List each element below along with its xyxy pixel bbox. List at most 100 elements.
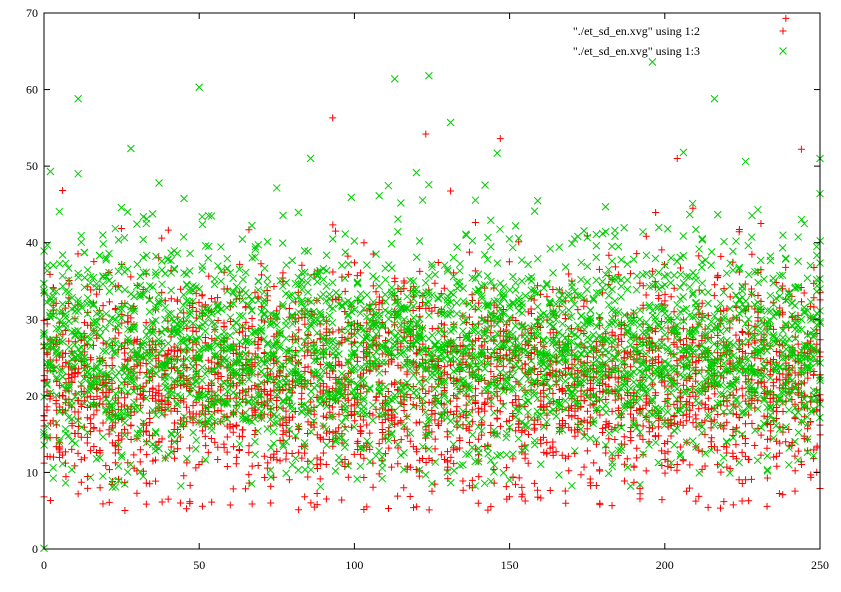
data-point [394,215,402,223]
data-point [391,278,399,286]
data-point [608,407,616,415]
data-point [143,451,151,459]
data-point [511,285,520,294]
data-point [182,280,191,289]
data-point [388,414,396,422]
data-point [49,463,57,472]
data-point [475,473,483,481]
data-point [360,239,368,247]
data-point [474,499,482,507]
data-point [278,239,287,247]
data-point [447,453,455,461]
data-point [773,375,781,383]
data-point [229,485,237,493]
data-point [474,270,483,278]
data-point [391,413,399,421]
data-point [90,258,98,266]
data-point [505,286,514,294]
data-point [481,407,489,415]
data-point [223,264,232,273]
data-point [772,348,780,356]
data-point [232,460,240,468]
data-point [773,462,781,470]
data-point [760,412,768,420]
data-point [202,442,210,450]
data-point [217,266,226,275]
data-point [667,293,675,301]
data-point [503,320,511,328]
data-point [354,437,362,445]
data-point [158,498,166,506]
data-point [121,349,129,357]
data-point [84,309,92,317]
data-point [508,243,517,252]
data-point [546,329,554,337]
data-point [120,425,128,433]
data-point [459,486,467,494]
data-point [105,426,113,434]
data-point [338,362,346,370]
data-point [642,232,650,240]
data-point [282,278,291,287]
data-point [511,278,520,287]
data-point [356,462,365,471]
data-point [52,396,60,404]
data-point [626,270,634,278]
data-point [61,350,69,358]
data-point [475,299,483,307]
data-point [412,419,420,427]
data-point [471,398,479,406]
data-point [692,497,700,505]
data-point [421,470,430,479]
data-point [198,458,206,466]
data-point [533,254,542,263]
data-point [118,260,126,268]
data-point [437,451,445,459]
data-point [636,432,644,440]
data-point [127,314,135,322]
data-point [198,212,206,221]
data-point [375,378,383,386]
data-point [455,266,464,275]
data-point [810,294,818,302]
data-point [285,347,293,355]
data-point [478,389,486,397]
data-point [176,499,184,507]
data-point [664,448,672,456]
data-point [341,248,350,257]
data-point [145,307,154,316]
data-point [133,260,142,269]
data-point [397,436,405,444]
data-point [307,298,316,306]
data-point [549,438,557,446]
data-point [267,482,275,490]
data-point [490,461,499,470]
data-point [260,288,269,296]
series-1-points [40,14,824,515]
data-point [251,406,259,414]
data-point [459,477,467,485]
data-point [288,461,297,469]
data-point [689,419,697,427]
data-point [453,243,461,251]
data-point [686,461,694,469]
data-point [748,250,756,258]
data-point [505,235,514,243]
data-point [487,503,495,511]
data-point [99,500,107,508]
data-point [260,452,268,460]
data-point [74,307,83,315]
data-point [142,319,150,327]
data-point [738,480,746,488]
data-point [304,473,312,481]
data-point [497,422,505,430]
data-point [102,309,111,318]
data-point [472,385,480,393]
data-point [114,462,123,470]
data-point [74,408,82,416]
data-point [214,294,222,302]
data-point [261,473,269,481]
data-point [444,475,452,483]
data-point [316,375,325,384]
